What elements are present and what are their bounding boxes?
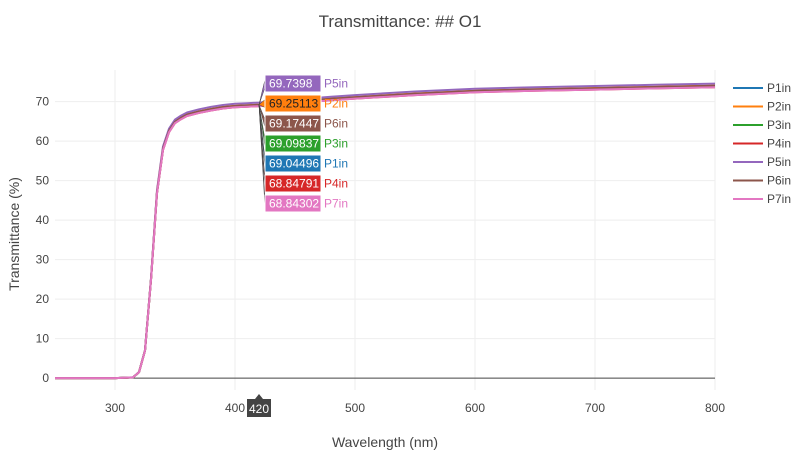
y-tick-label: 0 <box>42 371 49 385</box>
y-tick-label: 40 <box>36 213 50 227</box>
hover-box <box>264 134 322 153</box>
legend-item: P5in <box>767 155 791 169</box>
hover-value: 68.84302 <box>269 197 319 211</box>
hover-series-name: P4in <box>324 177 348 191</box>
x-hover-box <box>247 399 271 417</box>
x-axis-title: Wavelength (nm) <box>332 434 438 450</box>
hover-box <box>264 154 322 173</box>
y-tick-label: 60 <box>36 134 50 148</box>
hover-value: 69.04496 <box>269 157 319 171</box>
x-tick-label: 800 <box>705 401 725 415</box>
x-tick-label: 700 <box>585 401 605 415</box>
y-axis-ticks: 0 10 20 30 40 50 60 70 <box>36 95 50 386</box>
hover-series-name: P3in <box>324 137 348 151</box>
x-hover-label: 420 <box>249 402 269 416</box>
hover-series-name: P2in <box>324 97 348 111</box>
y-tick-label: 50 <box>36 174 50 188</box>
hover-series-name: P7in <box>324 197 348 211</box>
legend-item: P4in <box>767 137 791 151</box>
x-hover-pointer <box>255 394 263 399</box>
x-tick-label: 400 <box>225 401 245 415</box>
y-tick-label: 30 <box>36 253 50 267</box>
chart-title: Transmittance: ## O1 <box>319 12 482 31</box>
hover-value: 69.17447 <box>269 117 319 131</box>
hover-series-name: P6in <box>324 117 348 131</box>
grid <box>55 70 716 390</box>
legend-item: P7in <box>767 192 791 206</box>
y-axis-title: Transmittance (%) <box>6 177 22 291</box>
x-tick-label: 300 <box>105 401 125 415</box>
hover-value: 69.09837 <box>269 137 319 151</box>
hover-series-name: P5in <box>324 77 348 91</box>
series-line-P7in <box>55 86 716 380</box>
hover-series-name: P1in <box>324 157 348 171</box>
hover-box <box>264 194 322 213</box>
hover-box <box>264 74 322 93</box>
hover-box <box>264 174 322 193</box>
hover-box <box>264 94 322 113</box>
hover-value: 68.84791 <box>269 177 319 191</box>
series-lines <box>55 82 716 380</box>
hover-labels: 69.7398 P5in 69.25113 P2in 69.17447 P6in 69.09… <box>247 74 348 417</box>
hover-value: 69.25113 <box>269 97 318 111</box>
x-tick-label: 600 <box>465 401 485 415</box>
y-tick-label: 70 <box>36 95 50 109</box>
x-axis-ticks: 300 400 500 600 700 800 <box>105 401 725 415</box>
legend-item: P3in <box>767 118 791 132</box>
legend-item: P2in <box>767 100 791 114</box>
legend-item: P6in <box>767 174 791 188</box>
y-tick-label: 10 <box>36 332 50 346</box>
hover-value: 69.7398 <box>269 77 313 91</box>
legend: P1in P2in P3in P4in P5in P6in P7in <box>733 81 791 206</box>
hover-box <box>264 114 322 133</box>
x-tick-label: 500 <box>345 401 365 415</box>
y-tick-label: 20 <box>36 292 50 306</box>
legend-item: P1in <box>767 81 791 95</box>
